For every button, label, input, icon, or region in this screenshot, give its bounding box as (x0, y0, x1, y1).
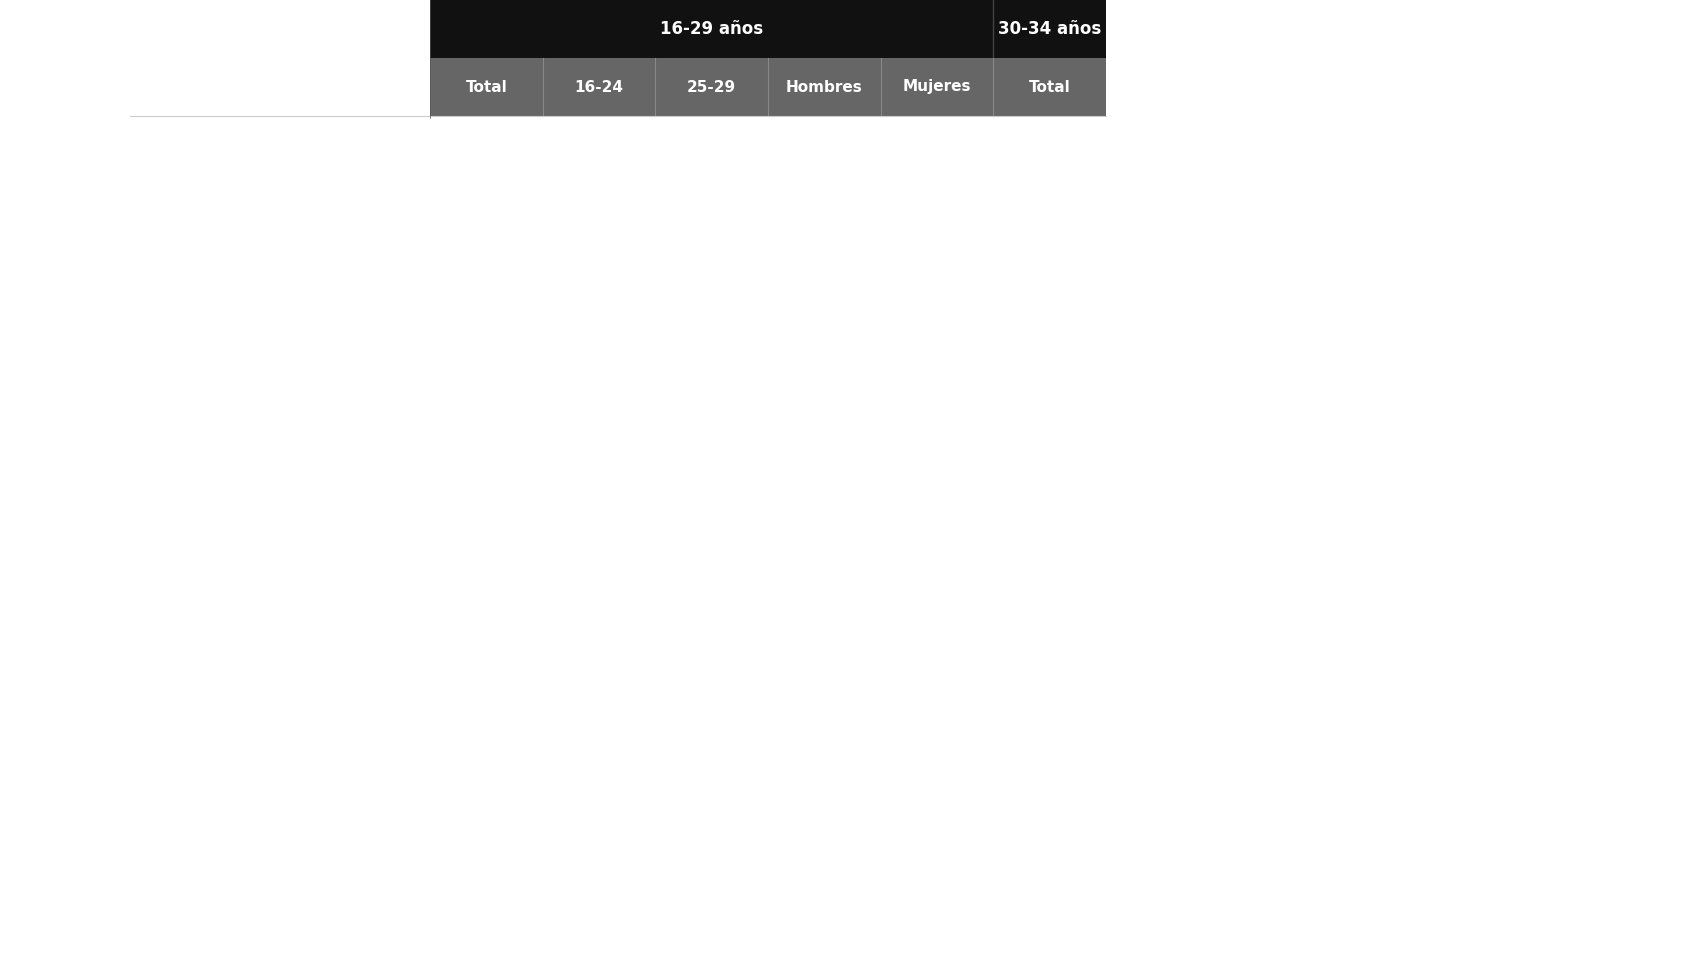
Text: 25-29: 25-29 (687, 80, 737, 94)
Text: Mujeres: Mujeres (902, 80, 970, 94)
Text: Hombres: Hombres (786, 80, 863, 94)
Text: 16-29 años: 16-29 años (660, 20, 762, 38)
Bar (430, 0, 1105, 58)
Text: 30-34 años: 30-34 años (997, 20, 1101, 38)
Bar (430, 58, 1105, 116)
Text: 16-24: 16-24 (575, 80, 622, 94)
Text: Total: Total (465, 80, 506, 94)
Text: Total: Total (1028, 80, 1071, 94)
